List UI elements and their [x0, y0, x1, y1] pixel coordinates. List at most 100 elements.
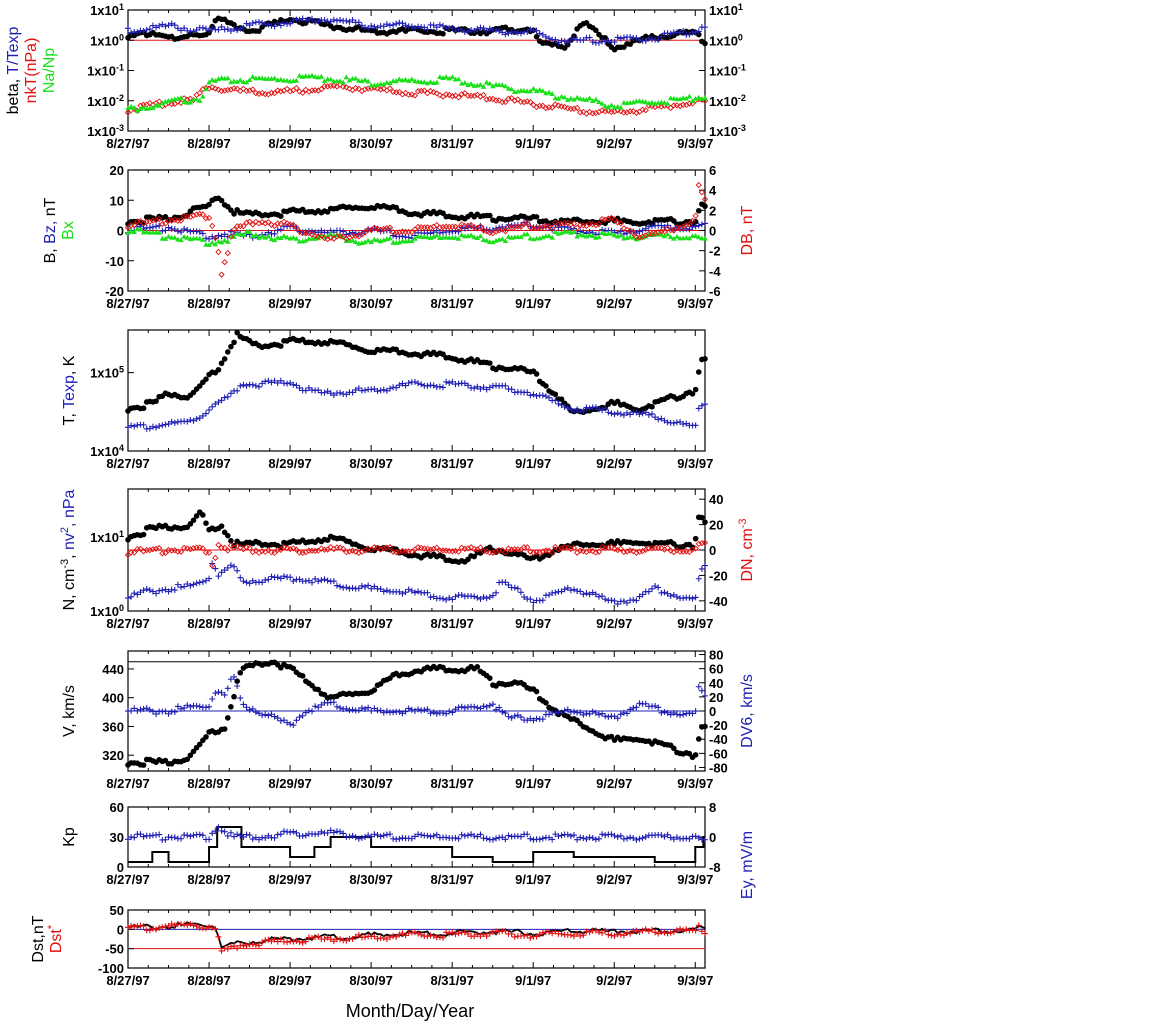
point-temp-texp-144	[574, 406, 581, 413]
point-dst-dst-63	[321, 936, 328, 943]
point-temp-texp-116	[486, 384, 493, 391]
point-velocity-dv6-77	[365, 704, 372, 711]
point-density-dn-156	[611, 545, 618, 553]
point-temp-texp-53	[290, 381, 297, 388]
y-tick-label-right-kp-1: 0	[709, 830, 716, 845]
series-kp-ey	[125, 824, 708, 843]
point-density-dn-152	[598, 544, 606, 551]
point-dst-dst-146	[580, 932, 587, 939]
point-velocity-dv6-25	[202, 704, 209, 711]
point-beta-nktnpa-57	[302, 86, 309, 93]
point-bfield-db-65	[327, 234, 334, 241]
point-velocity-dv6-79	[371, 705, 378, 712]
y-axis-label-right-velocity-1: DV6, km/s	[739, 674, 756, 748]
point-temp-t-49	[278, 343, 284, 349]
point-dst-dst-90	[405, 930, 412, 937]
point-bfield-db-115	[483, 228, 490, 235]
point-bfield-bx-65	[327, 230, 334, 236]
point-density-dn-92	[411, 546, 419, 553]
point-temp-texp-151	[595, 406, 602, 413]
point-beta-ttexp-140	[561, 38, 568, 45]
point-beta-nktnpa-133	[539, 102, 546, 109]
point-density-n-33	[228, 538, 234, 544]
point-velocity-dv6-49	[277, 717, 284, 724]
point-density-nv2-170	[655, 584, 662, 591]
point-density-dn-108	[461, 545, 468, 553]
point-kp-ey-37	[240, 833, 247, 840]
point-beta-ttexp-1	[128, 29, 135, 36]
point-dst-dst-184	[698, 928, 705, 935]
point-density-nv2-127	[521, 594, 528, 601]
point-bfield-b-131	[533, 214, 540, 220]
point-density-nv2-45	[265, 576, 272, 583]
point-beta-nanp-70	[343, 74, 350, 80]
point-temp-texp-9	[153, 424, 160, 431]
point-temp-texp-137	[552, 397, 559, 404]
point-beta-ttexp-72	[349, 17, 356, 24]
point-velocity-dv6-78	[368, 707, 375, 714]
point-kp-ey-84	[386, 831, 393, 838]
point-beta-nanp-59	[309, 72, 315, 78]
point-beta-nktnpa-56	[299, 89, 306, 97]
point-temp-texp-7	[146, 425, 153, 432]
point-velocity-dv6-92	[411, 707, 418, 714]
point-kp-ey-162	[630, 835, 637, 842]
point-density-dn-96	[424, 545, 431, 552]
point-beta-beta-34	[231, 21, 237, 28]
point-velocity-dv6-66	[330, 699, 337, 706]
point-density-dn-50	[280, 544, 288, 551]
point-beta-nktnpa-140	[561, 103, 568, 111]
point-dst-dst-94	[418, 931, 425, 938]
point-bfield-db-29	[215, 248, 222, 256]
y-tick-label-left-bfield-2: 0	[117, 224, 124, 239]
point-beta-nktnpa-160	[623, 109, 631, 116]
point-temp-texp-161	[627, 411, 634, 418]
point-kp-ey-62	[318, 828, 325, 835]
point-dst-dst-116	[486, 930, 493, 937]
point-density-nv2-59	[309, 579, 316, 586]
point-density-dn-39	[246, 544, 253, 552]
point-temp-texp-113	[477, 385, 484, 392]
point-temp-texp-20	[187, 417, 194, 424]
point-dst-dst-178	[680, 927, 687, 934]
point-temp-texp-87	[396, 382, 403, 389]
point-beta-nanp-90	[405, 78, 412, 83]
y-tick-label-left-dst-0: -100	[98, 961, 124, 976]
point-density-nv2-180	[686, 594, 693, 601]
point-beta-nanp-35	[234, 79, 240, 84]
point-dst-dst-13	[165, 922, 172, 929]
point-density-dn-132	[536, 549, 543, 556]
point-bfield-db-177	[676, 224, 684, 232]
point-beta-ttexp-71	[346, 18, 353, 25]
point-bfield-db-54	[293, 224, 300, 231]
y-axis-label-right-density-1: DN, cm-3​	[737, 518, 756, 581]
x-tick-label-temp-0: 8/27/97	[106, 456, 149, 471]
point-density-nv2-175	[670, 591, 677, 598]
point-beta-nktnpa-150	[592, 109, 599, 117]
point-density-nv2-153	[602, 596, 609, 603]
point-density-dn-122	[505, 545, 512, 552]
point-bfield-db-132	[536, 224, 543, 231]
point-beta-ttexp-45	[265, 21, 272, 28]
point-density-nv2-129	[527, 596, 534, 603]
point-bfield-bx-47	[271, 237, 278, 243]
point-bfield-bx-10	[156, 229, 162, 235]
point-beta-nanp-2	[131, 105, 138, 110]
point-bfield-bx-17	[178, 237, 184, 243]
point-density-dn-31	[221, 544, 228, 552]
point-density-nv2-112	[474, 594, 481, 601]
point-beta-nanp-17	[178, 95, 184, 100]
point-temp-texp-37	[240, 381, 247, 388]
point-temp-texp-108	[461, 380, 468, 387]
point-bfield-bx-135	[546, 233, 552, 239]
y-axis-label-right-bfield-1: DB, nT	[739, 205, 756, 255]
point-beta-ttexp-101	[440, 22, 447, 29]
point-beta-nanp-62	[318, 73, 325, 79]
point-bfield-bz-183	[695, 222, 702, 229]
point-beta-nanp-99	[433, 79, 440, 85]
point-kp-ey-52	[287, 829, 294, 836]
point-beta-nanp-147	[583, 97, 590, 102]
point-kp-ey-26	[206, 836, 213, 843]
point-bfield-bx-117	[490, 239, 496, 245]
